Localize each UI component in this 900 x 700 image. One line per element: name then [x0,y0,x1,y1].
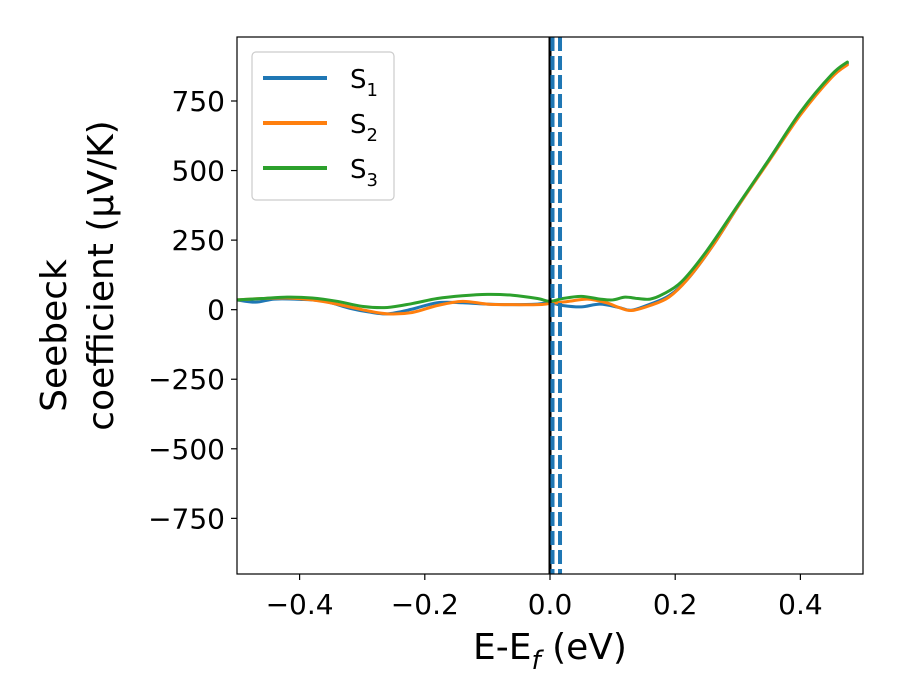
x-tick-label: −0.2 [391,588,459,621]
y-tick-label: 0 [207,294,225,327]
x-tick-label: 0.4 [778,588,823,621]
y-tick-label: −500 [148,433,225,466]
x-tick-label: 0.0 [528,588,573,621]
y-axis-label: Seebeck coefficient (μV/K) [34,120,122,430]
x-tick-label: 0.2 [653,588,698,621]
y-tick-label: −250 [148,363,225,396]
axis-ticks: −0.4 −0.2 0.0 0.2 0.4 750 500 250 0 −250 −500 −750 [148,85,823,621]
series-line-s3 [237,60,849,310]
legend-label-s2: S2 [350,110,378,146]
legend-box [251,51,395,201]
legend-label-s3: S3 [350,155,378,191]
fermi-level-lines [548,37,563,574]
y-tick-label: 750 [172,85,225,118]
y-axis-label-line1: Seebeck [34,259,75,412]
legend-label-s1: S1 [350,65,378,101]
legend: S1 S2 S3 [251,51,395,201]
x-axis-label: E-Ef (eV) [473,627,627,676]
y-tick-label: −750 [148,502,225,535]
x-tick-label: −0.4 [266,588,334,621]
y-tick-label: 500 [172,155,225,188]
y-axis-label-line2: coefficient (μV/K) [81,120,122,430]
y-tick-label: 250 [172,224,225,257]
